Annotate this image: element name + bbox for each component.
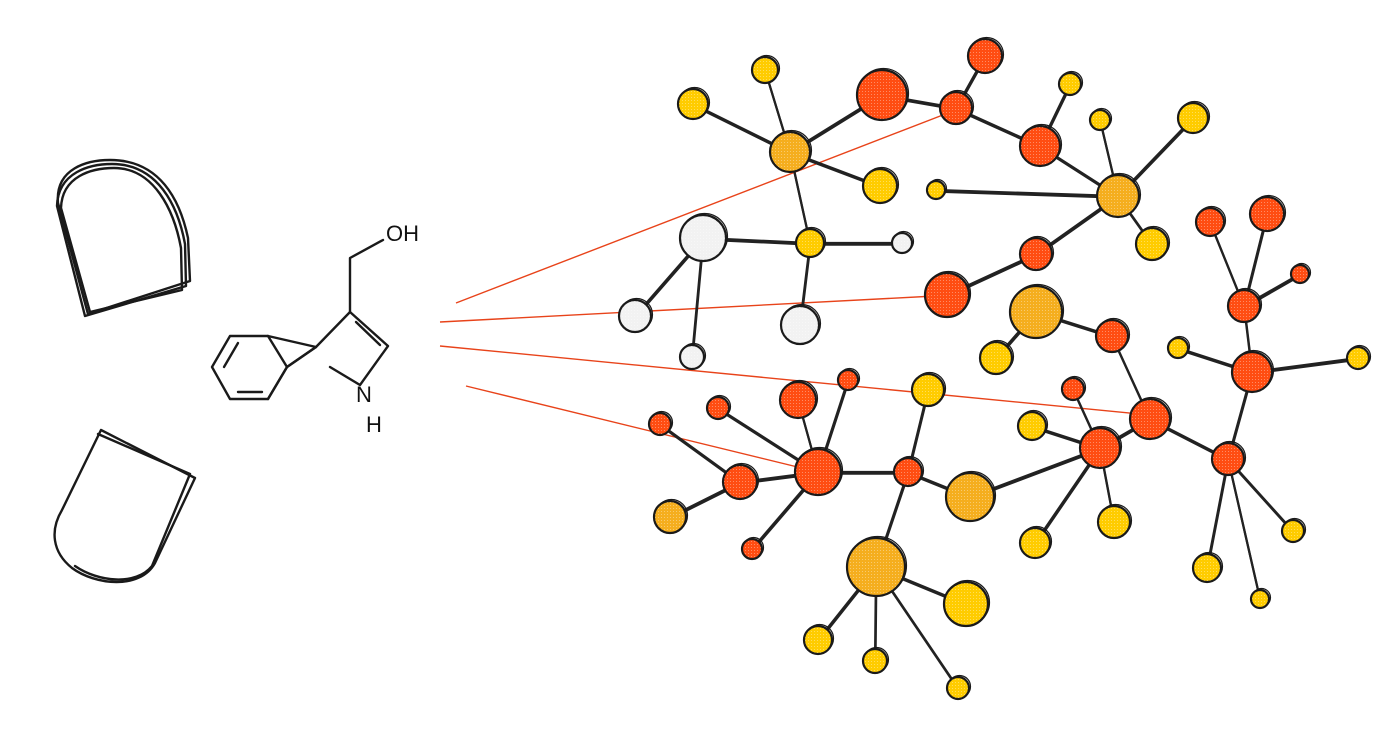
projection-ray bbox=[465, 385, 819, 473]
network-node bbox=[1018, 525, 1053, 560]
network-bond bbox=[1227, 459, 1295, 534]
network-node bbox=[966, 36, 1005, 75]
network-node bbox=[1176, 100, 1211, 135]
network-node bbox=[1088, 107, 1113, 132]
network-node bbox=[1016, 409, 1049, 442]
network-node bbox=[721, 462, 760, 501]
network-node bbox=[1008, 283, 1065, 340]
network-node bbox=[678, 212, 729, 263]
network-node bbox=[923, 270, 972, 319]
hydrogen-label: H bbox=[366, 412, 382, 437]
network-node bbox=[1128, 396, 1173, 441]
network-bond bbox=[934, 188, 1120, 198]
network-node bbox=[676, 86, 711, 121]
network-node bbox=[779, 303, 822, 346]
network-node bbox=[945, 674, 972, 701]
network-node bbox=[652, 498, 689, 535]
network-node bbox=[892, 455, 925, 488]
network-node bbox=[1166, 335, 1191, 360]
network-node bbox=[1194, 205, 1227, 238]
network-node bbox=[1289, 262, 1312, 285]
network-node bbox=[890, 230, 915, 255]
network-node bbox=[861, 166, 900, 205]
network-node bbox=[942, 579, 991, 628]
network-node bbox=[1060, 375, 1087, 402]
network-node bbox=[768, 129, 813, 174]
capsule-top-half bbox=[55, 158, 192, 318]
network-node bbox=[1248, 194, 1287, 233]
network-bond bbox=[1206, 459, 1230, 571]
network-node bbox=[925, 178, 948, 201]
network-node bbox=[1134, 225, 1171, 262]
network-node bbox=[1230, 349, 1275, 394]
network-node bbox=[705, 394, 732, 421]
network-node bbox=[1096, 503, 1133, 540]
network-node bbox=[978, 339, 1015, 376]
network-node bbox=[740, 536, 765, 561]
network-nodes bbox=[617, 36, 1372, 701]
network-node bbox=[793, 446, 844, 497]
projection-ray bbox=[439, 295, 936, 323]
network-node bbox=[836, 367, 861, 392]
network-node bbox=[855, 67, 910, 122]
chemical-structure: OH N H bbox=[210, 221, 419, 437]
network-node bbox=[1095, 172, 1142, 219]
network-node bbox=[1249, 587, 1272, 610]
network-node bbox=[1078, 425, 1123, 470]
network-node bbox=[1191, 551, 1224, 584]
network-node bbox=[1210, 440, 1247, 477]
network-node bbox=[647, 410, 674, 437]
network-node bbox=[617, 297, 654, 334]
network-node bbox=[910, 371, 947, 408]
network-node bbox=[1018, 123, 1063, 168]
network-node bbox=[802, 623, 835, 656]
network-node bbox=[794, 226, 827, 259]
network-node bbox=[1226, 287, 1263, 324]
network-node bbox=[1094, 317, 1131, 354]
network-node bbox=[845, 535, 908, 598]
network-node bbox=[1280, 517, 1307, 544]
network-node bbox=[938, 89, 975, 126]
capsule-bottom-half bbox=[53, 428, 197, 584]
network-node bbox=[1057, 70, 1084, 97]
network-node bbox=[778, 379, 819, 420]
network-node bbox=[678, 342, 707, 371]
network-bond bbox=[935, 190, 1120, 199]
network-node bbox=[944, 470, 997, 523]
nitrogen-label: N bbox=[356, 382, 372, 407]
projection-ray bbox=[455, 112, 949, 304]
network-node bbox=[1018, 235, 1055, 272]
network-bond bbox=[1227, 459, 1262, 602]
network-node bbox=[861, 646, 890, 675]
network-node bbox=[750, 54, 781, 85]
hydroxyl-label: OH bbox=[386, 221, 419, 246]
network-node bbox=[1345, 344, 1372, 371]
